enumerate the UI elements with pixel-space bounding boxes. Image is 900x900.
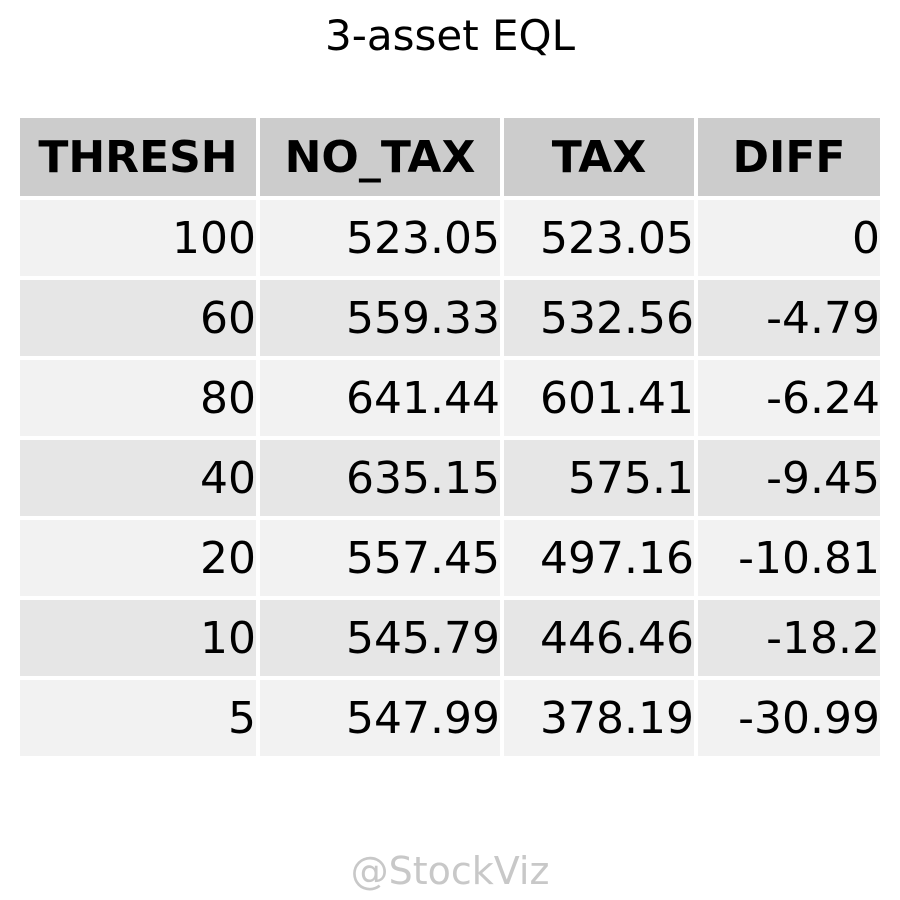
table-cell: 497.16 <box>500 516 698 600</box>
table-cell: 532.56 <box>500 276 698 360</box>
data-table: THRESH NO_TAX TAX DIFF 100 523.05 523.05 0 6… <box>20 118 880 756</box>
table-cell: 559.33 <box>256 276 504 360</box>
table-cell: -30.99 <box>694 676 880 756</box>
table-cell: 545.79 <box>256 596 504 680</box>
table-row: 60 559.33 532.56 -4.79 <box>20 276 880 360</box>
table-cell: 557.45 <box>256 516 504 600</box>
table-row: 5 547.99 378.19 -30.99 <box>20 676 880 756</box>
header-row: THRESH NO_TAX TAX DIFF <box>20 118 880 200</box>
table-cell: 100 <box>20 196 260 280</box>
table-cell: 10 <box>20 596 260 680</box>
table-body: 100 523.05 523.05 0 60 559.33 532.56 -4.79 80 641… <box>20 196 880 756</box>
column-header: DIFF <box>694 118 880 200</box>
table-cell: 547.99 <box>256 676 504 756</box>
table-cell: 5 <box>20 676 260 756</box>
table-cell: -10.81 <box>694 516 880 600</box>
table-cell: 446.46 <box>500 596 698 680</box>
table-cell: 575.1 <box>500 436 698 520</box>
table-row: 10 545.79 446.46 -18.2 <box>20 596 880 680</box>
table-cell: -4.79 <box>694 276 880 360</box>
table-cell: 601.41 <box>500 356 698 440</box>
table-cell: 635.15 <box>256 436 504 520</box>
table-cell: 20 <box>20 516 260 600</box>
table-cell: 80 <box>20 356 260 440</box>
table-row: 100 523.05 523.05 0 <box>20 196 880 280</box>
table-title: 3-asset EQL <box>324 11 576 60</box>
table-row: 40 635.15 575.1 -9.45 <box>20 436 880 520</box>
table-row: 20 557.45 497.16 -10.81 <box>20 516 880 600</box>
table-cell: 40 <box>20 436 260 520</box>
table-cell: 523.05 <box>256 196 504 280</box>
table-cell: 641.44 <box>256 356 504 440</box>
table-cell: 60 <box>20 276 260 360</box>
column-header: THRESH <box>20 118 260 200</box>
column-header: TAX <box>500 118 698 200</box>
table-cell: -18.2 <box>694 596 880 680</box>
table-cell: 0 <box>694 196 880 280</box>
table-row: 80 641.44 601.41 -6.24 <box>20 356 880 440</box>
column-header: NO_TAX <box>256 118 504 200</box>
watermark: @StockViz <box>350 849 550 893</box>
table-cell: -9.45 <box>694 436 880 520</box>
table-cell: 378.19 <box>500 676 698 756</box>
table-cell: 523.05 <box>500 196 698 280</box>
table-cell: -6.24 <box>694 356 880 440</box>
